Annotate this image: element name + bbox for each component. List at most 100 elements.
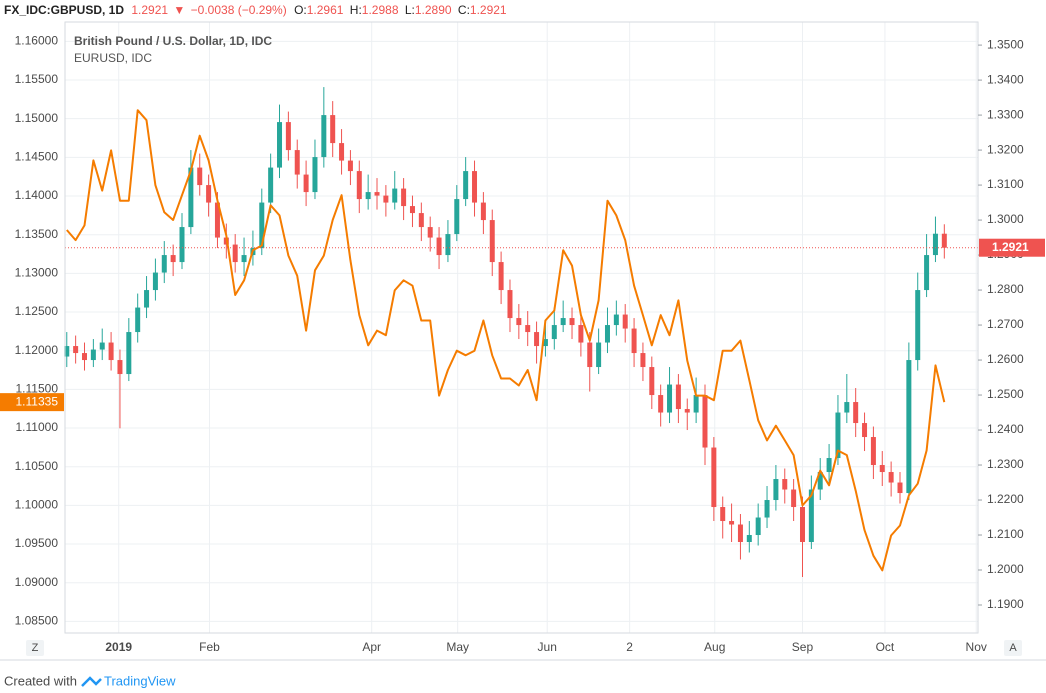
y2-tick-label: 1.2200: [987, 492, 1024, 506]
ohlc-value: 1.2961: [307, 3, 344, 17]
candle-body: [702, 395, 708, 448]
candle-body: [640, 353, 646, 368]
candle-body: [99, 342, 105, 350]
y2-tick-label: 1.1900: [987, 597, 1024, 611]
candle-body: [294, 150, 300, 175]
candle-body: [356, 171, 362, 200]
button-label[interactable]: Z: [32, 642, 39, 654]
candle-body: [480, 202, 486, 221]
candle-body: [667, 384, 673, 413]
ohlc-label: O:: [294, 3, 307, 17]
candle-body: [214, 202, 220, 238]
candle-body: [170, 255, 176, 263]
candle-body: [879, 465, 885, 473]
y-tick-label: 1.10000: [15, 498, 59, 512]
candle-body: [179, 227, 185, 263]
candle-body: [720, 507, 726, 522]
candle-body: [161, 255, 167, 273]
y-tick-label: 1.08500: [15, 614, 59, 628]
candle-body: [392, 188, 398, 203]
candle-body: [746, 535, 752, 543]
candle-body: [897, 482, 903, 494]
x-tick-label: Aug: [704, 640, 725, 654]
y2-tick-label: 1.3200: [987, 142, 1024, 156]
candle-body: [135, 307, 141, 333]
y-tick-label: 1.13000: [15, 266, 59, 280]
candle-body: [312, 157, 318, 193]
candle-body: [454, 199, 460, 235]
button-label[interactable]: A: [1009, 642, 1017, 654]
x-tick-label: Feb: [199, 640, 220, 654]
y-tick-label: 1.15000: [15, 111, 59, 125]
candle-body: [268, 167, 274, 203]
candle-body: [604, 325, 610, 343]
candle-body: [241, 255, 247, 263]
candle-body: [569, 318, 575, 326]
price-tag-label: 1.11335: [16, 394, 59, 408]
y2-tick-label: 1.3000: [987, 212, 1024, 226]
candle-body: [82, 353, 88, 361]
candle-body: [844, 402, 850, 413]
price-tag: [0, 393, 64, 412]
candle-body: [808, 489, 814, 543]
candle-body: [578, 325, 584, 343]
x-tick-label: Jun: [538, 640, 557, 654]
candle-body: [791, 489, 797, 508]
candle-body: [303, 174, 309, 193]
candle-body: [152, 272, 158, 291]
ohlc-value: 1.2988: [362, 3, 399, 17]
logo-icon: [81, 676, 102, 687]
candle-body: [924, 255, 930, 291]
candle-body: [374, 192, 380, 196]
candle-body: [799, 507, 805, 543]
y2-tick-label: 1.2600: [987, 352, 1024, 366]
legend-entry: British Pound / U.S. Dollar, 1D, IDC: [74, 34, 272, 48]
y-tick-label: 1.15500: [15, 72, 59, 86]
candle-body: [693, 395, 699, 413]
candle-body: [232, 244, 238, 263]
candle-body: [631, 328, 637, 354]
candle-body: [596, 342, 602, 368]
x-tick-label: May: [446, 640, 469, 654]
x-tick-label: Sep: [792, 640, 814, 654]
candle-body: [862, 423, 868, 438]
candle-body: [197, 167, 203, 186]
candle-body: [401, 188, 407, 207]
y2-tick-label: 1.2000: [987, 562, 1024, 576]
y2-tick-label: 1.3400: [987, 72, 1024, 86]
button[interactable]: [26, 640, 44, 656]
ohlc-label: C:: [458, 3, 470, 17]
button[interactable]: [1004, 640, 1022, 656]
candle-body: [445, 234, 451, 256]
candle-body: [711, 447, 717, 508]
x-tick-label: 2019: [105, 640, 132, 654]
candle-body: [259, 202, 265, 249]
ohlc-label: L:: [405, 3, 415, 17]
symbol: FX_IDC:GBPUSD, 1D: [4, 3, 124, 17]
candle-body: [516, 318, 522, 326]
header: FX_IDC:GBPUSD, 1D 1.2921 ▼ −0.0038 (−0.2…: [4, 3, 507, 17]
candle-body: [888, 472, 894, 483]
ohlc-label: H:: [350, 3, 362, 17]
candle-body: [418, 213, 424, 228]
footer-brand[interactable]: TradingView: [104, 673, 176, 688]
candle-body: [534, 332, 540, 347]
candle-body: [932, 233, 938, 256]
candle-body: [144, 290, 150, 308]
y-tick-label: 1.12500: [15, 304, 59, 318]
candle-body: [755, 517, 761, 536]
candle-body: [463, 171, 469, 200]
y2-tick-label: 1.3500: [987, 37, 1024, 51]
y-tick-label: 1.14000: [15, 188, 59, 202]
y-tick-label: 1.11000: [16, 420, 59, 434]
candle-body: [613, 314, 619, 326]
candle-body: [117, 360, 123, 375]
candle-body: [409, 206, 415, 214]
candle-body: [622, 314, 628, 329]
y-tick-label: 1.09000: [15, 575, 59, 589]
candle-body: [817, 472, 823, 490]
candle-body: [675, 384, 681, 410]
line: [66, 109, 946, 572]
candle-body: [915, 290, 921, 361]
candle-body: [853, 402, 859, 424]
